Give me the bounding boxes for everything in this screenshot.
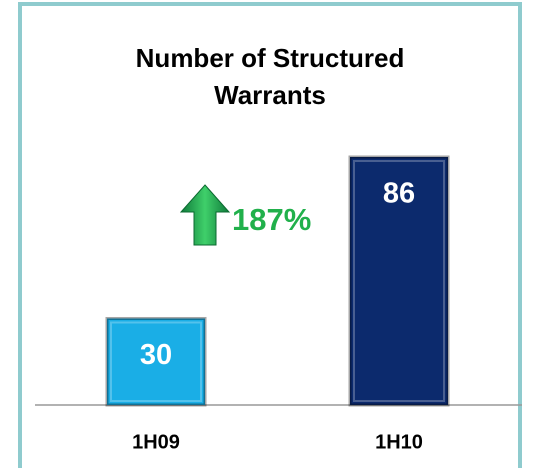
bar	[105, 316, 207, 407]
bar-bevel	[353, 160, 445, 402]
bar	[348, 155, 450, 407]
value-label: 30	[140, 339, 172, 371]
frame	[18, 2, 522, 468]
growth-arrow	[179, 184, 231, 246]
chart-title: Number of Structured Warrants	[135, 43, 405, 110]
x-tick-label: 1H09	[132, 431, 180, 453]
value-label: 86	[383, 178, 415, 210]
x-tick-label: 1H10	[375, 431, 423, 453]
annotation: 187%	[232, 202, 311, 237]
bar-bevel	[110, 321, 202, 402]
